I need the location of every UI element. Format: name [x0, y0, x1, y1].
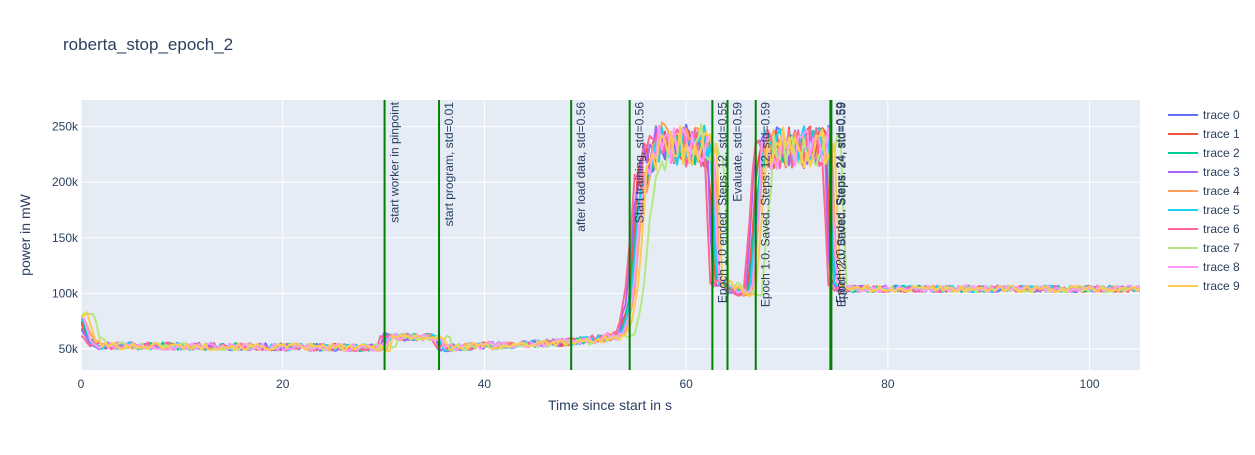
vline-label: start worker in pinpoint — [388, 101, 402, 222]
legend-label: trace 9 — [1203, 279, 1240, 293]
x-tick-label: 20 — [276, 377, 290, 391]
legend-label: trace 5 — [1203, 203, 1240, 217]
legend-label: trace 0 — [1203, 108, 1240, 122]
series-layer — [81, 121, 1140, 353]
legend-label: trace 1 — [1203, 127, 1240, 141]
plot-area — [81, 100, 1140, 370]
series-line-9 — [81, 125, 1140, 353]
vline-label: Epoch 1.0 ended. Steps: 12, std=0.55 — [715, 102, 729, 303]
vline-label: Evaluate, std=0.59 — [730, 102, 744, 202]
y-axis-label: power in mW — [17, 193, 33, 275]
x-tick-label: 60 — [679, 377, 693, 391]
vline-label: Epoch 2.0 ended. Steps: 24, std=0.59 — [833, 102, 847, 303]
x-axis-label: Time since start in s — [548, 397, 672, 413]
chart-title: roberta_stop_epoch_2 — [63, 35, 233, 54]
legend-label: trace 2 — [1203, 146, 1240, 160]
x-tick-label: 100 — [1080, 377, 1100, 391]
legend-label: trace 6 — [1203, 222, 1240, 236]
legend-item[interactable]: trace 5 — [1168, 203, 1240, 217]
legend-item[interactable]: trace 2 — [1168, 146, 1240, 160]
legend-item[interactable]: trace 3 — [1168, 165, 1240, 179]
legend-label: trace 7 — [1203, 241, 1240, 255]
vline-label: Epoch 2.0. Saved. Steps: 24, std=0.59 — [834, 102, 848, 307]
legend-label: trace 3 — [1203, 165, 1240, 179]
y-tick-label: 200k — [52, 175, 79, 189]
vline-label: Start training, std=0.56 — [633, 102, 647, 223]
y-axis-ticks: 50k 100k 150k 200k 250k — [52, 120, 79, 356]
y-tick-label: 100k — [52, 286, 79, 300]
legend-item[interactable]: trace 0 — [1168, 108, 1240, 122]
legend-item[interactable]: trace 7 — [1168, 241, 1240, 255]
legend-item[interactable]: trace 6 — [1168, 222, 1240, 236]
vline-label: start program, std=0.01 — [442, 102, 456, 227]
legend[interactable]: trace 0 trace 1 trace 2 trace 3 trace 4 trace… — [1168, 108, 1240, 293]
x-axis-ticks: 0 20 40 60 80 100 — [78, 377, 1100, 391]
legend-item[interactable]: trace 4 — [1168, 184, 1240, 198]
legend-item[interactable]: trace 8 — [1168, 260, 1240, 274]
vline-label: Epoch 1.0. Saved. Steps: 12, std=0.59 — [759, 102, 773, 307]
legend-label: trace 8 — [1203, 260, 1240, 274]
vertical-markers: start worker in pinpoint start program, s… — [383, 100, 848, 370]
x-tick-label: 40 — [478, 377, 492, 391]
y-tick-label: 150k — [52, 231, 79, 245]
x-tick-label: 80 — [881, 377, 895, 391]
y-tick-label: 250k — [52, 120, 79, 134]
y-tick-label: 50k — [59, 342, 79, 356]
legend-label: trace 4 — [1203, 184, 1240, 198]
legend-item[interactable]: trace 1 — [1168, 127, 1240, 141]
x-tick-label: 0 — [78, 377, 85, 391]
legend-item[interactable]: trace 9 — [1168, 279, 1240, 293]
vline-label: after load data, std=0.56 — [574, 102, 588, 232]
